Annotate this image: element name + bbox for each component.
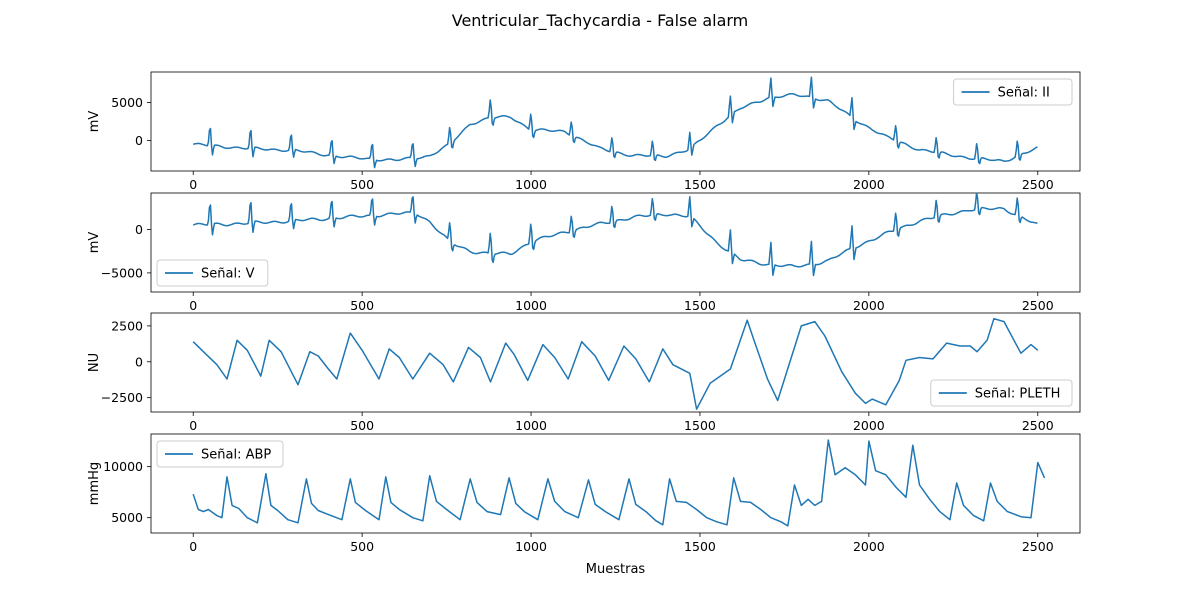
x-tick-label: 500 xyxy=(350,177,374,192)
legend-label: Señal: V xyxy=(201,267,255,282)
legend: Señal: II xyxy=(953,78,1073,106)
x-tick-label: 1000 xyxy=(515,539,547,554)
y-tick-label: −2500 xyxy=(101,390,143,405)
legend-box xyxy=(156,259,269,287)
y-axis-label: NU xyxy=(87,353,102,372)
x-tick-label: 0 xyxy=(189,298,197,313)
y-tick-label: 0 xyxy=(135,354,143,369)
x-tick-label: 1000 xyxy=(515,418,547,433)
x-tick-label: 2500 xyxy=(1022,418,1054,433)
series-line xyxy=(192,317,1039,410)
series-line xyxy=(192,439,1046,527)
subplot-1: 0 500 1000 1500 2000 2500 0 5000 mV Señal: II xyxy=(87,71,1081,192)
y-tick-label: 0 xyxy=(135,222,143,237)
x-tick-label: 1500 xyxy=(684,177,716,192)
legend: Señal: PLETH xyxy=(930,379,1073,407)
x-tick-label: 1000 xyxy=(515,177,547,192)
legend-label: Señal: PLETH xyxy=(975,387,1061,402)
legend-box xyxy=(930,379,1073,407)
series-line xyxy=(192,193,1038,277)
x-tick-label: 1000 xyxy=(515,298,547,313)
y-axis-label: mV xyxy=(87,111,102,133)
figure-title: Ventricular_Tachycardia - False alarm xyxy=(452,11,749,31)
x-tick-label: 1500 xyxy=(684,418,716,433)
y-tick-label: 2500 xyxy=(111,318,143,333)
x-tick-label: 500 xyxy=(350,539,374,554)
legend-label: Señal: ABP xyxy=(201,448,271,463)
subplot-3: 0 500 1000 1500 2000 2500 −2500 0 2500 NU Señal: P… xyxy=(87,312,1081,433)
legend-box xyxy=(953,78,1073,106)
legend-label: Señal: II xyxy=(998,86,1050,101)
x-tick-label: 1500 xyxy=(684,298,716,313)
y-axis-label: mmHg xyxy=(87,462,102,505)
y-tick-label: 5000 xyxy=(111,95,143,110)
x-axis-label: Muestras xyxy=(586,562,646,577)
x-tick-label: 500 xyxy=(350,298,374,313)
x-tick-label: 2000 xyxy=(853,177,885,192)
x-tick-label: 0 xyxy=(189,177,197,192)
y-axis-label: mV xyxy=(87,232,102,254)
y-tick-label: 10000 xyxy=(103,459,143,474)
x-tick-label: 2500 xyxy=(1022,177,1054,192)
legend: Señal: ABP xyxy=(156,440,284,468)
x-tick-label: 2000 xyxy=(853,539,885,554)
x-tick-label: 1500 xyxy=(684,539,716,554)
y-tick-label: −5000 xyxy=(101,265,143,280)
series-line xyxy=(192,76,1038,169)
y-tick-label: 5000 xyxy=(111,510,143,525)
legend: Señal: V xyxy=(156,259,269,287)
axes-frame xyxy=(150,192,1081,293)
x-tick-label: 500 xyxy=(350,418,374,433)
axes-frame xyxy=(150,312,1081,413)
y-tick-label: 0 xyxy=(135,133,143,148)
x-tick-label: 2000 xyxy=(853,298,885,313)
legend-box xyxy=(156,440,284,468)
x-tick-label: 0 xyxy=(189,418,197,433)
x-tick-label: 2000 xyxy=(853,418,885,433)
x-tick-label: 2500 xyxy=(1022,539,1054,554)
x-tick-label: 2500 xyxy=(1022,298,1054,313)
x-tick-label: 0 xyxy=(189,539,197,554)
subplot-2: 0 500 1000 1500 2000 2500 −5000 0 mV Señal: V xyxy=(87,192,1081,313)
